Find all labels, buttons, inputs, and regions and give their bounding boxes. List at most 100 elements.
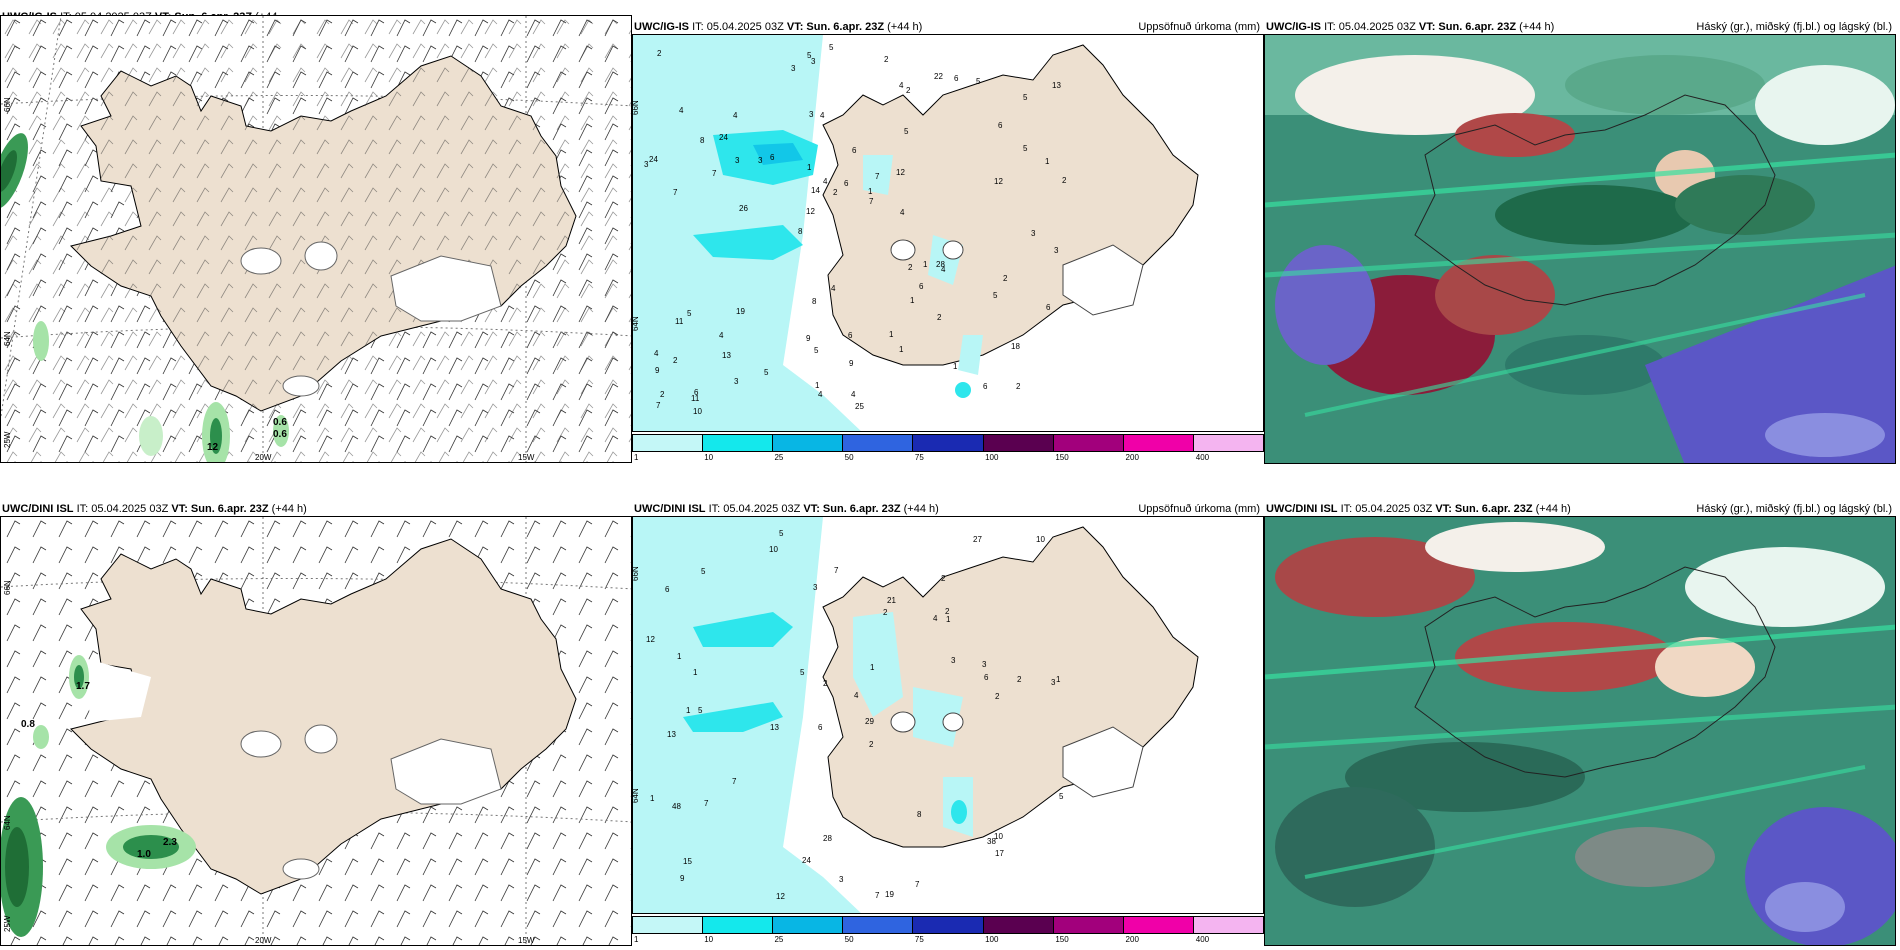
iceland-outline xyxy=(1414,94,1776,306)
precip-value: 2 xyxy=(1016,382,1021,391)
colorbar-label: 400 xyxy=(1195,935,1210,944)
precip-value: 5 xyxy=(829,43,834,52)
precip-value: 7 xyxy=(712,169,717,178)
precip-value: 1 xyxy=(889,330,894,339)
precip-value: 2 xyxy=(660,390,665,399)
colorbar-label: 150 xyxy=(1055,453,1069,462)
precip-value: 4 xyxy=(851,390,856,399)
precip-value: 2 xyxy=(673,356,678,365)
map-frame: 1.7 0.8 1.0 2.3 66N 64N 25W 20W 15W xyxy=(0,516,632,946)
precip-value: 3 xyxy=(982,660,987,669)
precip-colorbar xyxy=(632,434,1264,452)
precip-value: 5 xyxy=(764,368,769,377)
panel-header: UWC/DINI ISL IT: 05.04.2025 03Z VT: Sun.… xyxy=(2,503,307,515)
green-label: 0.6 xyxy=(273,417,287,428)
colorbar-segment xyxy=(913,917,984,933)
precip-value: 7 xyxy=(732,777,737,786)
precip-value: 26 xyxy=(739,204,748,213)
colorbar-label: 50 xyxy=(844,453,854,462)
precip-value: 2 xyxy=(908,263,913,272)
precip-value: 4 xyxy=(820,111,825,120)
map-frame xyxy=(1264,34,1896,464)
precip-value: 6 xyxy=(983,382,988,391)
precip-value: 12 xyxy=(646,635,655,644)
colorbar-label: 400 xyxy=(1195,453,1210,462)
precip-value: 3 xyxy=(791,64,796,73)
precip-value: 12 xyxy=(776,892,785,901)
panel-header: UWC/DINI ISL IT: 05.04.2025 03Z VT: Sun.… xyxy=(1266,503,1571,515)
precip-value: 4 xyxy=(654,349,659,358)
precip-value: 6 xyxy=(844,179,849,188)
lon-tick: 20W xyxy=(255,453,272,462)
precip-value: 1 xyxy=(870,663,875,672)
colorbar-segment xyxy=(1123,917,1194,933)
colorbar-segment xyxy=(983,435,1054,451)
colorbar-label: 75 xyxy=(914,935,924,944)
colorbar-label: 25 xyxy=(774,453,784,462)
precip-value: 29 xyxy=(865,717,874,726)
green-label: 0.8 xyxy=(21,719,35,730)
precip-value: 38 xyxy=(987,837,996,846)
panel-header: UWC/DINI ISL IT: 05.04.2025 03Z VT: Sun.… xyxy=(634,503,939,515)
lat-tick: 66N xyxy=(632,566,640,581)
precip-value: 7 xyxy=(875,891,880,900)
precip-value: 5 xyxy=(1059,792,1064,801)
precip-value: 1 xyxy=(686,706,691,715)
wind-map-svg: 0.6 0.6 12 xyxy=(1,16,631,462)
panel-variable-title: Háský (gr.), miðský (fj.bl.) og lágský (… xyxy=(1696,21,1892,33)
precip-value: 5 xyxy=(904,127,909,136)
cloud-map-svg xyxy=(1265,517,1895,945)
precip-value: 27 xyxy=(973,535,982,544)
precip-value: 7 xyxy=(704,799,709,808)
panel-variable-title: Uppsöfnuð úrkoma (mm) xyxy=(1138,21,1260,33)
precip-value: 12 xyxy=(994,177,1003,186)
precip-value: 2 xyxy=(995,692,1000,701)
precip-value: 13 xyxy=(1052,81,1061,90)
precip-value: 1 xyxy=(815,381,820,390)
precip-value: 3 xyxy=(813,583,818,592)
precip-value: 1 xyxy=(677,652,682,661)
panel-header: UWC/IG-IS IT: 05.04.2025 03Z VT: Sun. 6.… xyxy=(634,21,923,33)
precip-value: 4 xyxy=(941,265,946,274)
colorbar-label: 50 xyxy=(844,935,854,944)
wind-map-panel-igis: UWC/IG-IS IT: 05.04.2025 03Z VT: Sun. 6.… xyxy=(0,0,632,468)
precip-value: 28 xyxy=(936,260,945,269)
precip-value: 4 xyxy=(831,284,836,293)
panel-variable-title: Háský (gr.), miðský (fj.bl.) og lágský (… xyxy=(1696,503,1892,515)
green-label: 1.7 xyxy=(76,681,90,692)
precip-value: 10 xyxy=(1036,535,1045,544)
lat-tick: 66N xyxy=(632,100,640,115)
precip-value: 3 xyxy=(1054,246,1059,255)
cloud-map-panel-igis: UWC/IG-IS IT: 05.04.2025 03Z VT: Sun. 6.… xyxy=(1264,0,1896,468)
lat-tick: 64N xyxy=(632,316,640,331)
precip-value: 48 xyxy=(672,802,681,811)
precip-value: 2 xyxy=(1017,675,1022,684)
lat-tick: 64N xyxy=(3,815,12,830)
precip-value: 14 xyxy=(811,186,820,195)
colorbar-label: 100 xyxy=(985,935,999,944)
precip-value: 7 xyxy=(656,401,661,410)
precip-value: 2 xyxy=(941,574,946,583)
lat-tick: 66N xyxy=(3,580,12,595)
precip-value: 5 xyxy=(701,567,706,576)
precip-value: 6 xyxy=(954,74,959,83)
precip-value: 3 xyxy=(809,110,814,119)
precip-value: 2 xyxy=(1062,176,1067,185)
precip-value: 2 xyxy=(884,55,889,64)
precip-value: 4 xyxy=(900,208,905,217)
precip-value: 13 xyxy=(667,730,676,739)
precip-value: 25 xyxy=(855,402,864,411)
precip-value: 21 xyxy=(887,596,896,605)
green-label: 0.6 xyxy=(273,429,287,440)
colorbar-label: 200 xyxy=(1125,935,1139,944)
map-frame: 2 7 5 8 5 6 3 6 5 6 9 13 4 7 4 4 3 2 2 5 12 9 14 4 22 19 6 18 28 25 3 7… xyxy=(632,34,1264,432)
precip-map-panel-dini: UWC/DINI ISL IT: 05.04.2025 03Z VT: Sun.… xyxy=(632,482,1264,950)
precip-value: 5 xyxy=(687,309,692,318)
precip-value: 19 xyxy=(885,890,894,899)
precip-value: 4 xyxy=(818,390,823,399)
iceland-outline xyxy=(1414,566,1776,778)
colorbar-labels: 1 10 25 50 75 100 150 200 400 xyxy=(632,453,1264,465)
precip-value: 1 xyxy=(807,163,812,172)
precip-value: 1 xyxy=(1056,675,1061,684)
colorbar-label: 200 xyxy=(1125,453,1139,462)
